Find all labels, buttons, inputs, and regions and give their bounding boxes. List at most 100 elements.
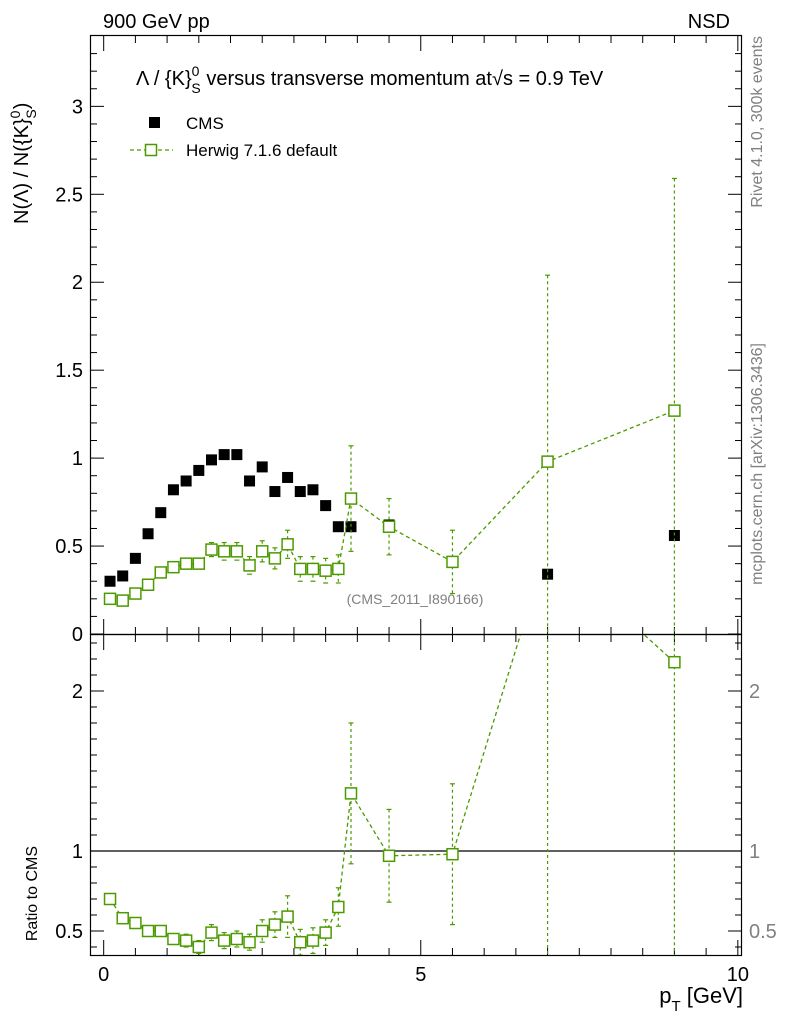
cms-data-point <box>193 464 205 476</box>
lower-plot-frame <box>89 633 743 957</box>
cms-data-point <box>320 500 332 512</box>
cms-data-point <box>542 568 554 580</box>
cms-data-point <box>256 461 268 473</box>
ratio-marker <box>167 932 180 946</box>
ratio-marker <box>268 918 282 931</box>
cms-data-point <box>294 486 306 498</box>
cms-data-point <box>282 471 294 483</box>
herwig-marker <box>344 492 358 505</box>
herwig-marker <box>205 543 218 556</box>
cms-data-point <box>218 449 230 461</box>
herwig-marker <box>541 455 554 468</box>
herwig-marker <box>179 557 193 570</box>
header-left: 900 GeV pp <box>103 11 210 33</box>
upper-y-tick-label: 0.5 <box>55 536 83 558</box>
upper-plot-marks <box>103 177 681 634</box>
ratio-marker <box>319 926 332 939</box>
upper-y-tick-label: 3 <box>72 96 83 118</box>
ratio-marker <box>344 787 358 800</box>
herwig-marker <box>167 560 180 574</box>
legend-marker-cms <box>149 117 160 128</box>
ratio-marker <box>332 900 345 914</box>
upper-y-tick-label: 2.5 <box>55 184 83 206</box>
ratio-marker <box>192 940 206 954</box>
plot-title: Λ / {K}0 S versus transverse momentum at√… <box>136 63 604 96</box>
cms-data-point <box>142 528 154 540</box>
upper-y-tick-label: 1.5 <box>55 360 83 382</box>
lower-y-tick-label: 2 <box>72 681 83 703</box>
ratio-marker <box>446 847 459 861</box>
ratio-marker <box>294 935 307 949</box>
cms-data-point <box>129 552 141 564</box>
cms-data-point <box>155 507 167 519</box>
cms-data-point <box>104 575 116 587</box>
herwig-marker <box>129 587 142 600</box>
cms-data-point <box>244 475 256 487</box>
ratio-marker <box>255 924 269 938</box>
ratio-marker <box>382 849 396 863</box>
ratio-marker <box>230 932 244 946</box>
lower-y-tick-label-right: 0.5 <box>749 921 777 943</box>
herwig-marker <box>116 594 129 607</box>
ratio-marker <box>179 934 193 947</box>
cms-data-point <box>269 486 281 498</box>
herwig-marker <box>103 592 117 606</box>
cms-data-point <box>117 570 129 582</box>
analysis-watermark: (CMS_2011_I890166) <box>347 591 484 607</box>
herwig-marker <box>281 538 294 551</box>
ratio-marker <box>243 935 256 949</box>
cms-data-point <box>332 521 344 533</box>
cms-data-point <box>167 484 179 496</box>
cms-data-point <box>205 454 217 466</box>
legend-label-mc: Herwig 7.1.6 default <box>186 141 337 160</box>
x-axis-label: pT [GeV] <box>659 983 743 1015</box>
ratio-marker <box>281 910 294 923</box>
legend-marker-mc <box>144 143 158 157</box>
herwig-marker <box>154 566 168 579</box>
legend-label-cms: CMS <box>186 114 224 133</box>
header-right: NSD <box>688 11 730 33</box>
herwig-marker <box>294 562 307 576</box>
ratio-marker <box>217 934 231 947</box>
lower-y-tick-label: 1 <box>72 841 83 863</box>
herwig-marker <box>255 545 269 558</box>
ratio-marker <box>154 924 168 938</box>
upper-y-axis-label: N(Λ) / N({K}0S) <box>7 103 39 224</box>
herwig-marker <box>243 559 256 572</box>
ratio-marker <box>306 934 320 947</box>
ratio-marker <box>116 911 129 925</box>
rivet-label: Rivet 4.1.0, 300k events <box>749 36 766 208</box>
x-tick-label: 5 <box>415 964 426 986</box>
cms-data-point <box>180 475 192 487</box>
cms-data-point <box>231 449 243 461</box>
ratio-series-line <box>109 635 675 948</box>
lower-y-tick-label: 0.5 <box>55 921 83 943</box>
herwig-marker <box>192 557 206 570</box>
herwig-marker <box>319 564 332 577</box>
cms-data-point <box>668 530 680 542</box>
ratio-marker <box>129 916 142 930</box>
ratio-marker <box>103 892 117 906</box>
herwig-marker <box>141 578 155 592</box>
lower-y-tick-label-right: 2 <box>749 681 760 703</box>
lower-y-tick-label-right: 1 <box>749 841 760 863</box>
herwig-marker <box>217 545 231 558</box>
x-tick-label: 0 <box>98 964 109 986</box>
herwig-marker <box>230 545 244 558</box>
mcplots-label: mcplots.cern.ch [arXiv:1306.3436] <box>749 343 766 585</box>
herwig-series-line <box>109 409 675 602</box>
herwig-marker <box>446 555 459 569</box>
cms-data-point <box>307 484 319 496</box>
ratio-marker <box>141 924 155 938</box>
lower-plot-marks <box>91 635 741 955</box>
ratio-marker <box>668 655 681 669</box>
herwig-marker <box>268 552 282 565</box>
herwig-marker <box>306 562 320 576</box>
upper-y-tick-label: 1 <box>72 448 83 470</box>
upper-y-tick-label: 2 <box>72 272 83 294</box>
herwig-marker <box>382 520 396 533</box>
axes-layer: 00.511.522.530 5 100.5 0.51 12 2 <box>55 36 777 986</box>
lower-y-axis-label: Ratio to CMS <box>24 846 41 941</box>
x-tick-label: 10 <box>727 964 749 986</box>
